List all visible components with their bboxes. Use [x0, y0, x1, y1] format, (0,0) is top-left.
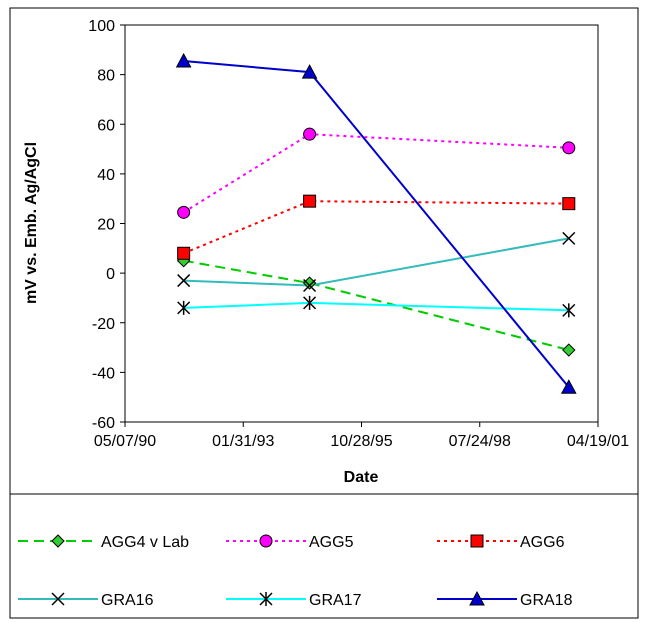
data-point-agg5 — [303, 127, 317, 141]
legend-label: AGG5 — [309, 534, 354, 551]
chart-frame — [9, 7, 639, 619]
x-tick-label: 10/28/95 — [330, 433, 392, 450]
legend-label: AGG4 v Lab — [101, 534, 189, 551]
x-tick-label: 01/31/93 — [212, 433, 274, 450]
legend: AGG4 v Lab AGG5 AGG6 GRA16 GRA17 GRA18 — [18, 534, 573, 609]
data-point-gra16 — [177, 274, 191, 288]
x-tick-label: 05/07/90 — [94, 433, 156, 450]
data-point-gra18 — [301, 64, 318, 79]
markers-layer — [175, 52, 577, 394]
legend-swatch-marker — [259, 534, 273, 548]
y-tick-label: -60 — [92, 415, 115, 432]
y-tick-label: 80 — [97, 68, 115, 85]
data-point-gra16 — [303, 279, 317, 293]
data-point-gra16 — [562, 231, 576, 245]
legend-item-agg5: AGG5 — [226, 534, 354, 551]
data-point-gra18 — [175, 52, 192, 68]
data-point-agg6 — [177, 246, 191, 260]
series-line-agg4-v-lab — [183, 259, 570, 351]
data-point-gra16-stroke — [562, 231, 576, 245]
y-tick-label: -40 — [92, 365, 115, 382]
x-tick-label: 04/19/01 — [567, 433, 629, 450]
legend-swatch-marker — [259, 592, 273, 606]
legend-swatch-marker — [51, 592, 65, 606]
data-point-agg5 — [177, 205, 191, 219]
data-point-agg6 — [562, 197, 576, 211]
x-axis-label: Date — [344, 469, 379, 486]
y-tick-label: 0 — [106, 266, 115, 283]
legend-swatch-marker — [470, 534, 484, 548]
data-point-gra16-stroke — [303, 279, 317, 293]
data-point-gra18 — [560, 379, 577, 394]
legend-swatch-marker — [469, 590, 485, 606]
legend-label: AGG6 — [520, 534, 565, 551]
series-line-agg6 — [183, 200, 569, 255]
legend-item-gra16: GRA16 — [18, 592, 154, 609]
y-axis-label: mV vs. Emb. Ag/AgCl — [23, 142, 40, 304]
data-point-gra17 — [562, 303, 576, 318]
legend-item-agg6: AGG6 — [437, 534, 565, 551]
data-point-gra16-stroke — [177, 274, 191, 288]
y-tick-label: 100 — [88, 18, 115, 35]
legend-item-gra17: GRA17 — [226, 592, 362, 609]
legend-label: GRA18 — [520, 592, 573, 609]
y-tick-label: -20 — [92, 316, 115, 333]
legend-label: GRA16 — [101, 592, 154, 609]
legend-item-agg4-v-lab: AGG4 v Lab — [18, 534, 189, 551]
legend-swatch-marker — [51, 534, 65, 548]
x-tick-label: 07/24/98 — [449, 433, 511, 450]
y-tick-label: 40 — [97, 167, 115, 184]
y-tick-label: 20 — [97, 217, 115, 234]
data-point-agg5 — [562, 141, 576, 155]
data-point-gra17 — [177, 300, 191, 315]
legend-swatch-marker-stroke — [51, 592, 65, 606]
legend-label: GRA17 — [309, 592, 362, 609]
data-point-agg6 — [303, 194, 317, 208]
ticks-layer: -60 -40 -20 0 20 40 60 80 100 05/07/90 01/31/93 10/… — [88, 18, 629, 450]
data-point-agg4-v-lab — [562, 343, 576, 357]
data-point-gra17 — [303, 295, 317, 310]
y-tick-label: 60 — [97, 117, 115, 134]
legend-item-gra18: GRA18 — [437, 590, 573, 609]
